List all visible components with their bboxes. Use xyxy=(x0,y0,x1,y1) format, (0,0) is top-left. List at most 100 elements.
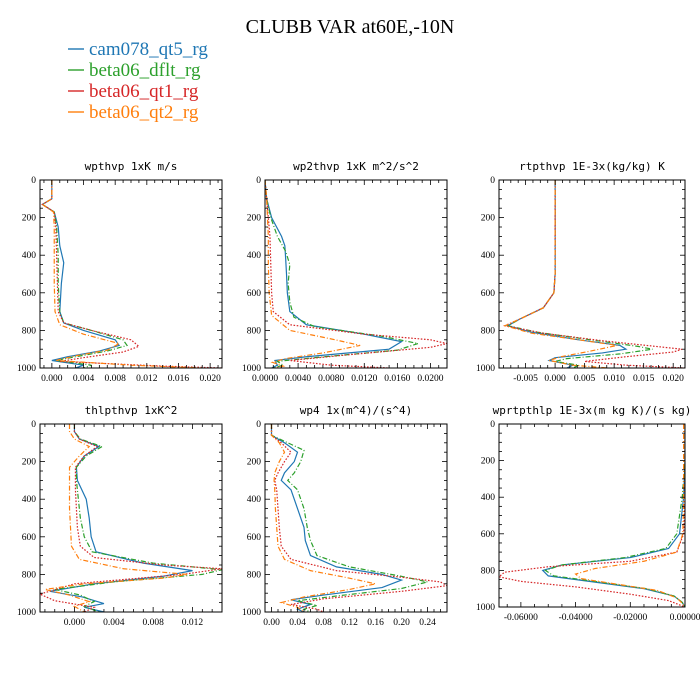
y-tick-label: 1000 xyxy=(17,364,36,374)
x-tick-label: 0.12 xyxy=(341,618,358,628)
chart-panel: wprtpthlp 1E-3x(m kg K)/(s kg) 0 200 400 600… xyxy=(476,404,700,623)
y-tick-label: 600 xyxy=(22,289,37,299)
x-tick-label: 0.20 xyxy=(393,618,410,628)
legend-label: cam078_qt5_rg xyxy=(89,39,208,60)
y-tick-label: 0 xyxy=(256,176,261,186)
legend-entry: cam078_qt5_rg xyxy=(68,39,208,60)
series-line xyxy=(270,424,428,612)
y-tick-label: 0 xyxy=(490,176,495,186)
series-line xyxy=(270,424,404,612)
plot-frame xyxy=(39,423,223,613)
y-tick-label: 200 xyxy=(22,458,37,468)
plot-frame xyxy=(264,179,448,369)
figure-title: CLUBB VAR at60E,-10N xyxy=(246,16,455,38)
x-tick-label: 0.04 xyxy=(289,618,306,628)
series-line xyxy=(41,180,129,368)
legend-label: beta06_qt2_rg xyxy=(89,102,199,123)
x-tick-label: 0.0080 xyxy=(318,374,344,384)
series-line xyxy=(541,424,685,607)
y-tick-label: 400 xyxy=(22,495,37,505)
y-tick-label: 800 xyxy=(247,570,262,580)
y-tick-label: 400 xyxy=(481,493,496,503)
chart-panel: wp2thvp 1xK m^2/s^2020040060080010000.00… xyxy=(242,160,448,384)
series-line xyxy=(265,180,404,368)
y-tick-label: 800 xyxy=(22,326,37,336)
y-tick-label: 200 xyxy=(481,457,496,467)
y-tick-label: 1000 xyxy=(242,364,261,374)
y-tick-label: 400 xyxy=(481,251,496,261)
chart-panel: rtpthvp 1E-3x(kg/kg) K 0 200 400 600 800 1000 -… xyxy=(476,160,686,384)
x-tick-label: 0.08 xyxy=(315,618,332,628)
y-tick-label: 1000 xyxy=(476,603,495,613)
x-tick-label: 0.008 xyxy=(104,374,126,384)
x-tick-label: 0.000 xyxy=(64,618,86,628)
y-tick-label: 200 xyxy=(247,458,262,468)
series-line xyxy=(40,424,222,612)
series-line xyxy=(41,180,203,368)
y-tick-label: 600 xyxy=(481,530,496,540)
y-tick-label: 0 xyxy=(31,420,36,430)
x-tick-label: 0.00000 xyxy=(670,613,700,623)
y-tick-label: 800 xyxy=(481,326,496,336)
series-line xyxy=(41,180,222,368)
x-tick-label: 0.000 xyxy=(41,374,63,384)
y-tick-label: 600 xyxy=(247,289,262,299)
y-tick-label: 800 xyxy=(22,570,37,580)
series-line xyxy=(503,180,618,368)
x-tick-label: 0.00 xyxy=(263,618,280,628)
x-tick-label: 0.000 xyxy=(544,374,566,384)
series-line xyxy=(544,424,685,607)
legend: cam078_qt5_rg beta06_dflt_rg beta06_qt1_… xyxy=(68,39,208,123)
y-tick-label: 200 xyxy=(247,214,262,224)
x-tick-label: -0.005 xyxy=(513,374,538,384)
series-line xyxy=(41,180,121,368)
x-tick-label: 0.005 xyxy=(574,374,596,384)
x-tick-label: 0.016 xyxy=(168,374,190,384)
legend-entry: beta06_qt1_rg xyxy=(68,81,199,102)
plot-frame xyxy=(264,423,448,613)
x-tick-label: 0.0200 xyxy=(417,374,443,384)
panel-title: wprtpthlp 1E-3x(m kg K)/(s kg) xyxy=(493,404,692,417)
y-tick-label: 0 xyxy=(31,176,36,186)
series-line xyxy=(54,424,222,612)
series-line xyxy=(574,424,685,607)
series-line xyxy=(270,424,376,612)
x-tick-label: 0.24 xyxy=(419,618,436,628)
x-tick-label: 0.020 xyxy=(663,374,685,384)
x-tick-label: 0.020 xyxy=(199,374,221,384)
x-tick-label: 0.015 xyxy=(633,374,655,384)
y-tick-label: 200 xyxy=(22,214,37,224)
plot-frame xyxy=(498,423,686,608)
x-tick-label: 0.0120 xyxy=(351,374,377,384)
y-tick-label: 600 xyxy=(247,533,262,543)
chart-panel: thlpthvp 1xK^2 0 200 400 600 800 1000 0.000 0.00… xyxy=(17,404,223,628)
x-tick-label: -0.06000 xyxy=(504,613,538,623)
y-tick-label: 1000 xyxy=(242,608,261,618)
series-line xyxy=(270,424,447,612)
chart-panel: wpthvp 1xK m/s 0 200 400 600 800 1000 0.000 0.00… xyxy=(17,160,223,384)
plot-frame xyxy=(498,179,686,369)
x-tick-label: 0.012 xyxy=(182,618,204,628)
series-line xyxy=(265,180,361,368)
series-line xyxy=(499,424,685,607)
series-line xyxy=(265,180,447,368)
legend-label: beta06_qt1_rg xyxy=(89,81,199,102)
x-tick-label: 0.010 xyxy=(603,374,625,384)
y-tick-label: 1000 xyxy=(17,608,36,618)
x-tick-label: -0.02000 xyxy=(613,613,647,623)
panel-title: wpthvp 1xK m/s xyxy=(85,160,178,173)
y-tick-label: 800 xyxy=(481,566,496,576)
legend-entry: beta06_dflt_rg xyxy=(68,60,201,81)
y-tick-label: 200 xyxy=(481,214,496,224)
x-tick-label: 0.004 xyxy=(73,374,95,384)
panel-title: thlpthvp 1xK^2 xyxy=(85,404,178,417)
x-tick-label: 0.012 xyxy=(136,374,158,384)
x-tick-label: -0.04000 xyxy=(559,613,593,623)
x-tick-label: 0.008 xyxy=(142,618,164,628)
y-tick-label: 400 xyxy=(247,495,262,505)
y-tick-label: 400 xyxy=(247,251,262,261)
panel-title: rtpthvp 1E-3x(kg/kg) K xyxy=(519,160,665,173)
